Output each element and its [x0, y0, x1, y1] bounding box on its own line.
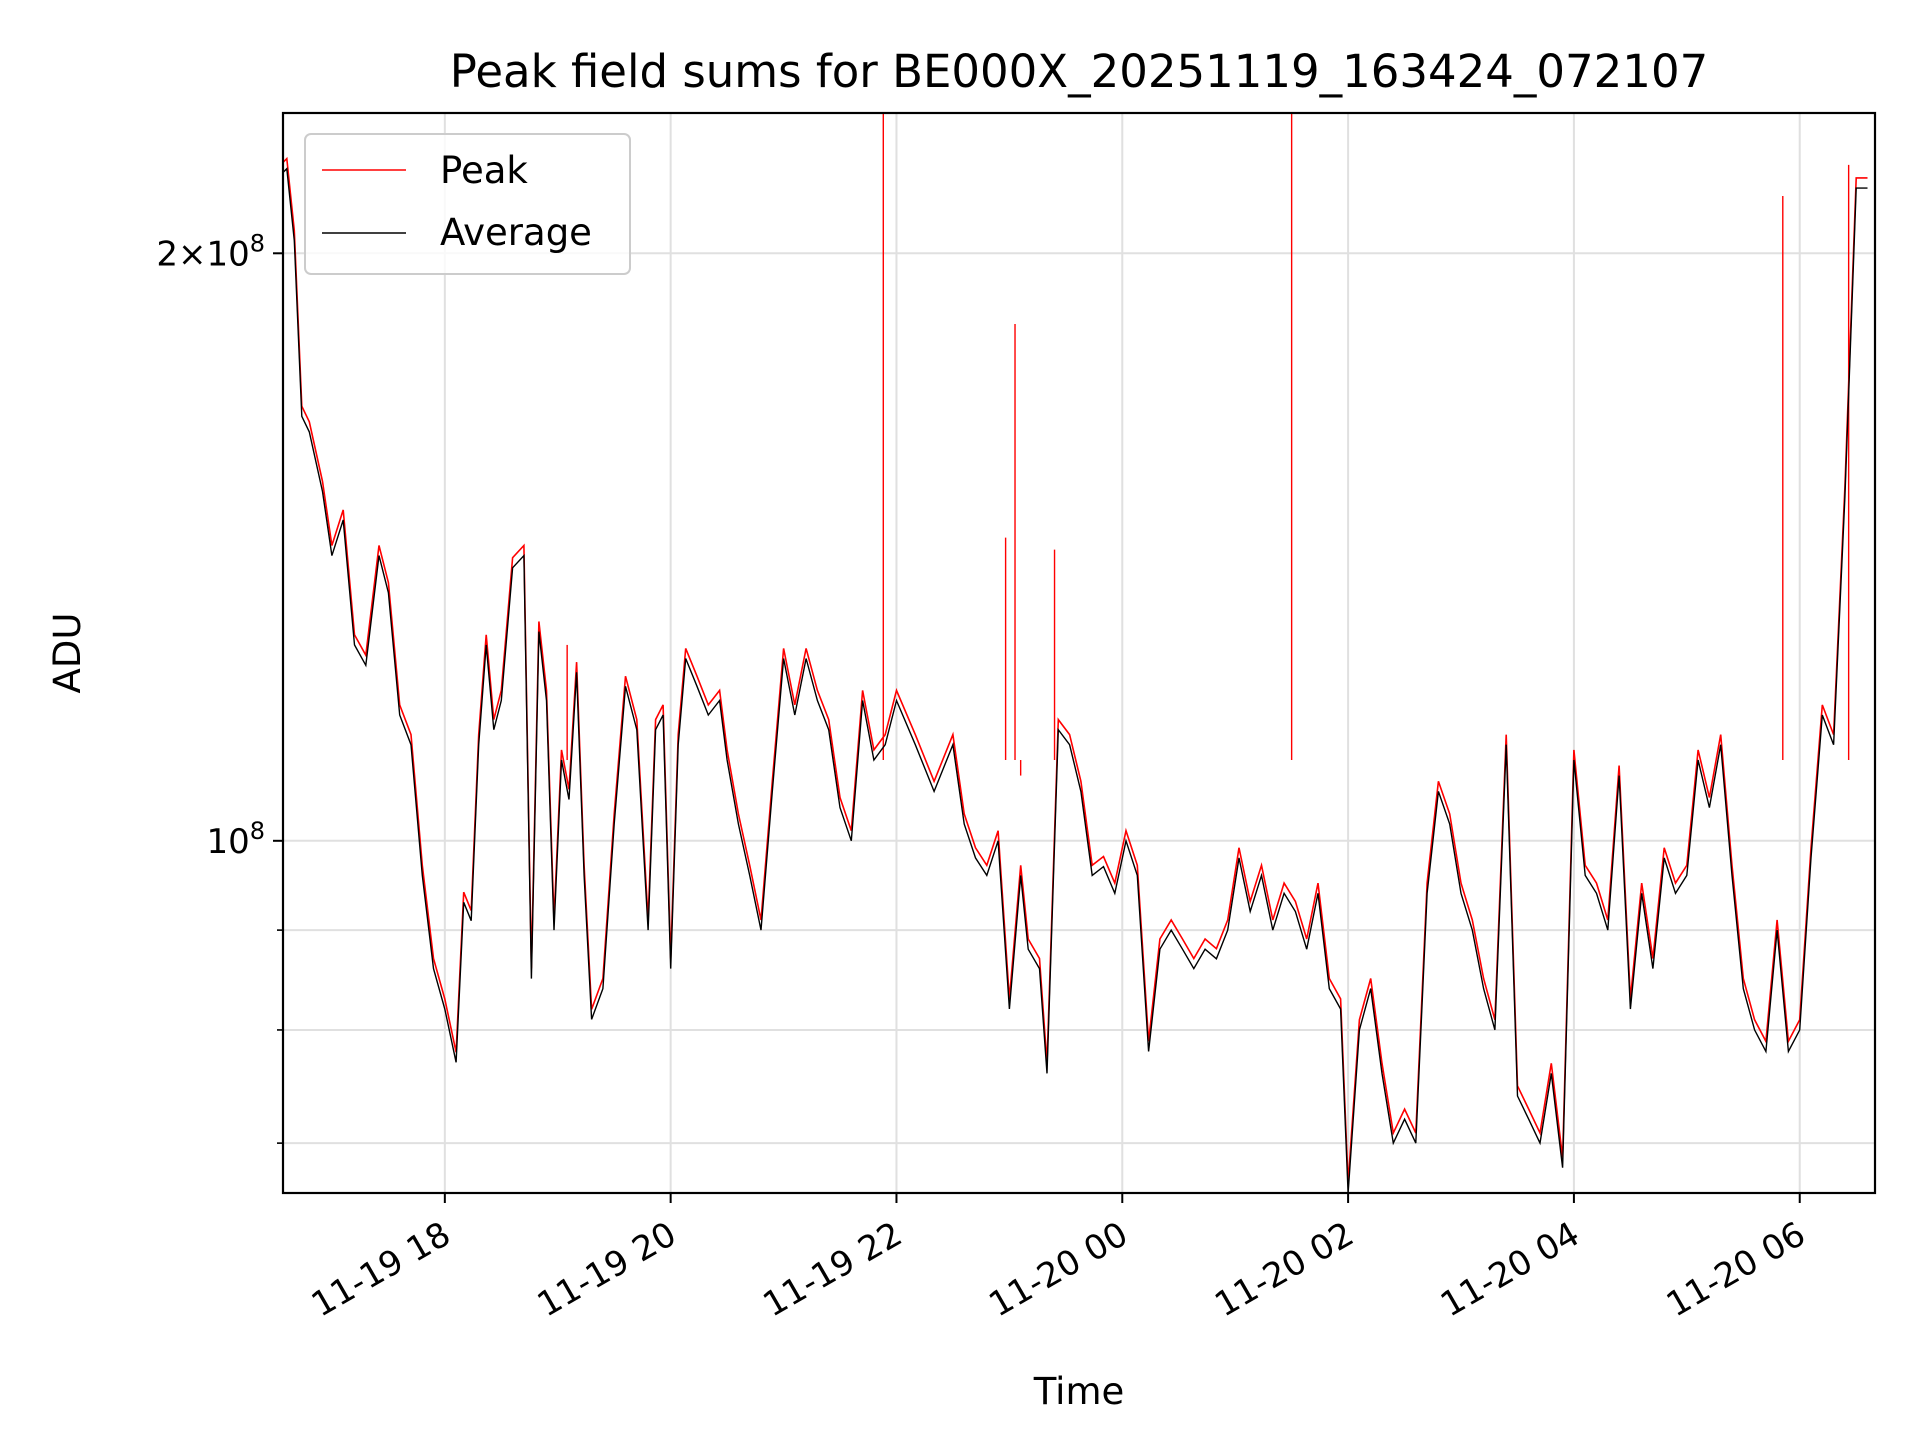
x-tick-label: 11-20 06 [1660, 1214, 1812, 1325]
chart-title: Peak field sums for BE000X_20251119_1634… [450, 45, 1708, 98]
grid [283, 113, 1875, 1193]
x-axis-label: Time [1033, 1370, 1125, 1413]
y-tick-label: 108 [206, 817, 265, 862]
x-tick-label: 11-20 00 [982, 1214, 1134, 1325]
series-line-average [282, 167, 1868, 1194]
legend-label-peak: Peak [440, 149, 528, 192]
legend-box [304, 133, 631, 275]
x-tick-label: 11-19 20 [531, 1214, 683, 1325]
legend-label-average: Average [440, 211, 592, 254]
x-tick-label: 11-19 22 [757, 1214, 909, 1325]
y-tick-label: 2×108 [156, 229, 265, 274]
ticks: 11-19 18 11-19 20 11-19 22 11-20 00 11-20 02… [156, 229, 1812, 1325]
x-tick-label: 11-20 04 [1434, 1214, 1586, 1325]
legend: Peak Average [304, 133, 631, 275]
x-tick-label: 11-19 18 [305, 1214, 457, 1325]
series-line-peak [282, 156, 1868, 1183]
y-axis-label: ADU [46, 613, 89, 694]
plot-frame [281, 111, 1877, 1195]
series-layer [282, 113, 1868, 1194]
x-tick-label: 11-20 02 [1208, 1214, 1360, 1325]
